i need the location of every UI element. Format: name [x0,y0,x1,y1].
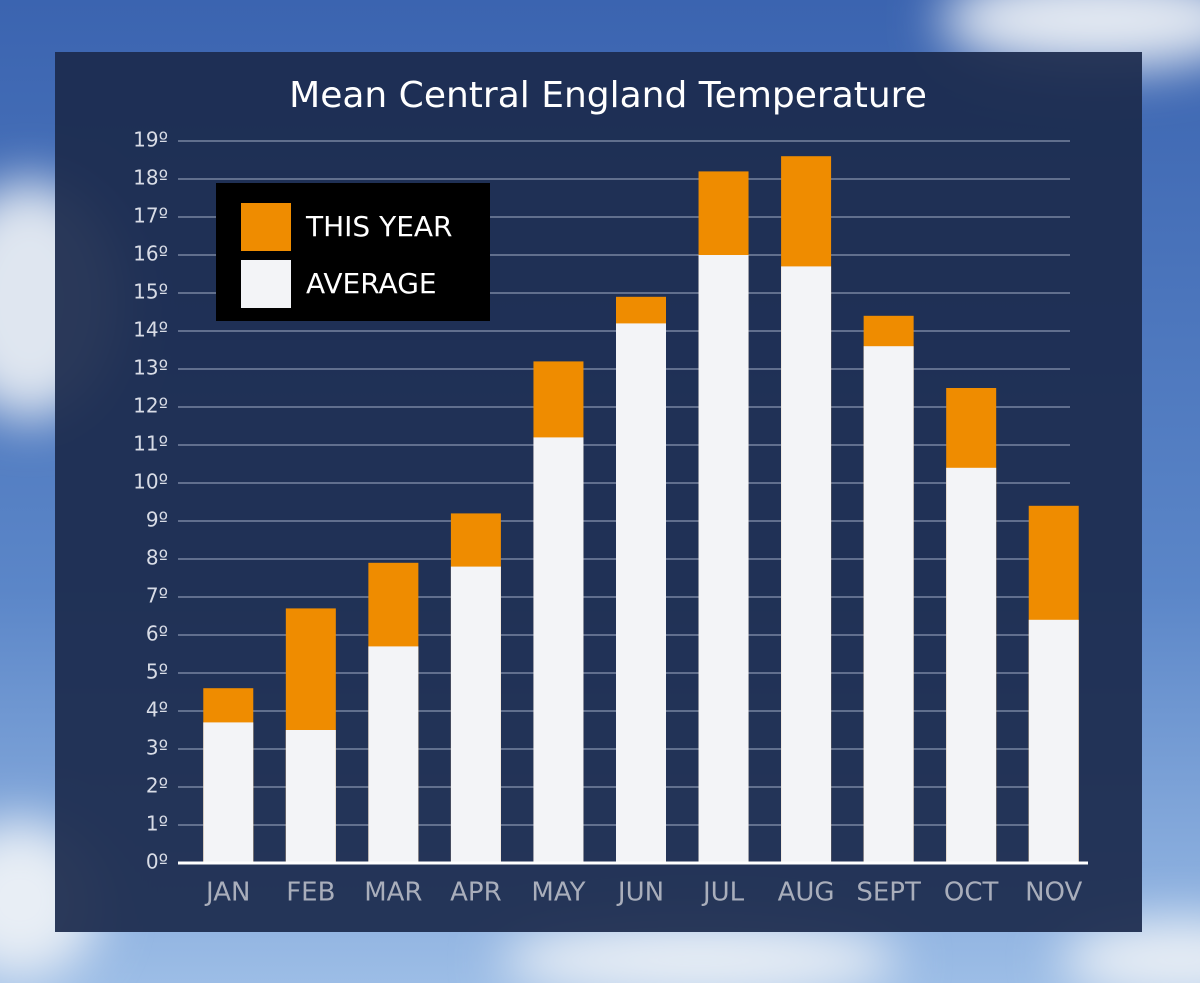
x-tick-label: FEB [286,878,335,908]
y-tick-label: 4º [146,698,168,722]
y-tick-label: 11º [133,432,168,456]
x-tick-label: MAR [364,878,422,908]
legend-label: THIS YEAR [305,210,453,243]
bar [863,346,914,863]
x-tick-label: MAY [531,878,585,908]
y-tick-label: 3º [146,736,168,760]
y-tick-label: 18º [133,166,168,190]
y-tick-label: 12º [133,394,168,418]
legend: THIS YEAR AVERAGE [216,183,490,321]
bar [203,722,254,863]
x-tick-label: JAN [204,878,250,908]
y-tick-label: 2º [146,774,168,798]
bar [616,323,666,863]
y-tick-label: 8º [146,546,168,570]
y-tick-label: 14º [133,318,168,342]
bar [1028,619,1079,863]
x-tick-label: JUL [701,878,745,908]
x-tick-label: NOV [1025,878,1082,908]
y-tick-label: 6º [146,622,168,646]
x-tick-label: APR [450,878,502,908]
y-tick-label: 19º [133,128,168,152]
y-tick-label: 5º [146,660,168,684]
bar [781,266,832,863]
y-tick-label: 1º [146,812,168,836]
bar [368,646,419,863]
y-tick-label: 0º [146,850,168,874]
legend-swatch [241,203,291,251]
x-tick-label: AUG [778,878,835,908]
chart-title: Mean Central England Temperature [289,75,927,116]
bar [450,566,501,863]
y-tick-label: 9º [146,508,168,532]
y-tick-label: 15º [133,280,168,304]
x-tick-label: SEPT [856,878,921,908]
y-tick-label: 16º [133,242,168,266]
legend-swatch [241,260,291,308]
y-tick-label: 10º [133,470,168,494]
y-tick-label: 7º [146,584,168,608]
bar [698,255,749,863]
bar [946,467,997,863]
y-tick-label: 17º [133,204,168,228]
bar [285,730,336,863]
y-tick-label: 13º [133,356,168,380]
legend-label: AVERAGE [306,267,437,300]
bar [533,437,584,863]
x-tick-label: OCT [944,878,999,908]
x-tick-label: JUN [616,878,664,908]
bars: JAN FEB MAR APR MAY JUN JUL AUG SEPT OCT NOV [178,156,1088,908]
